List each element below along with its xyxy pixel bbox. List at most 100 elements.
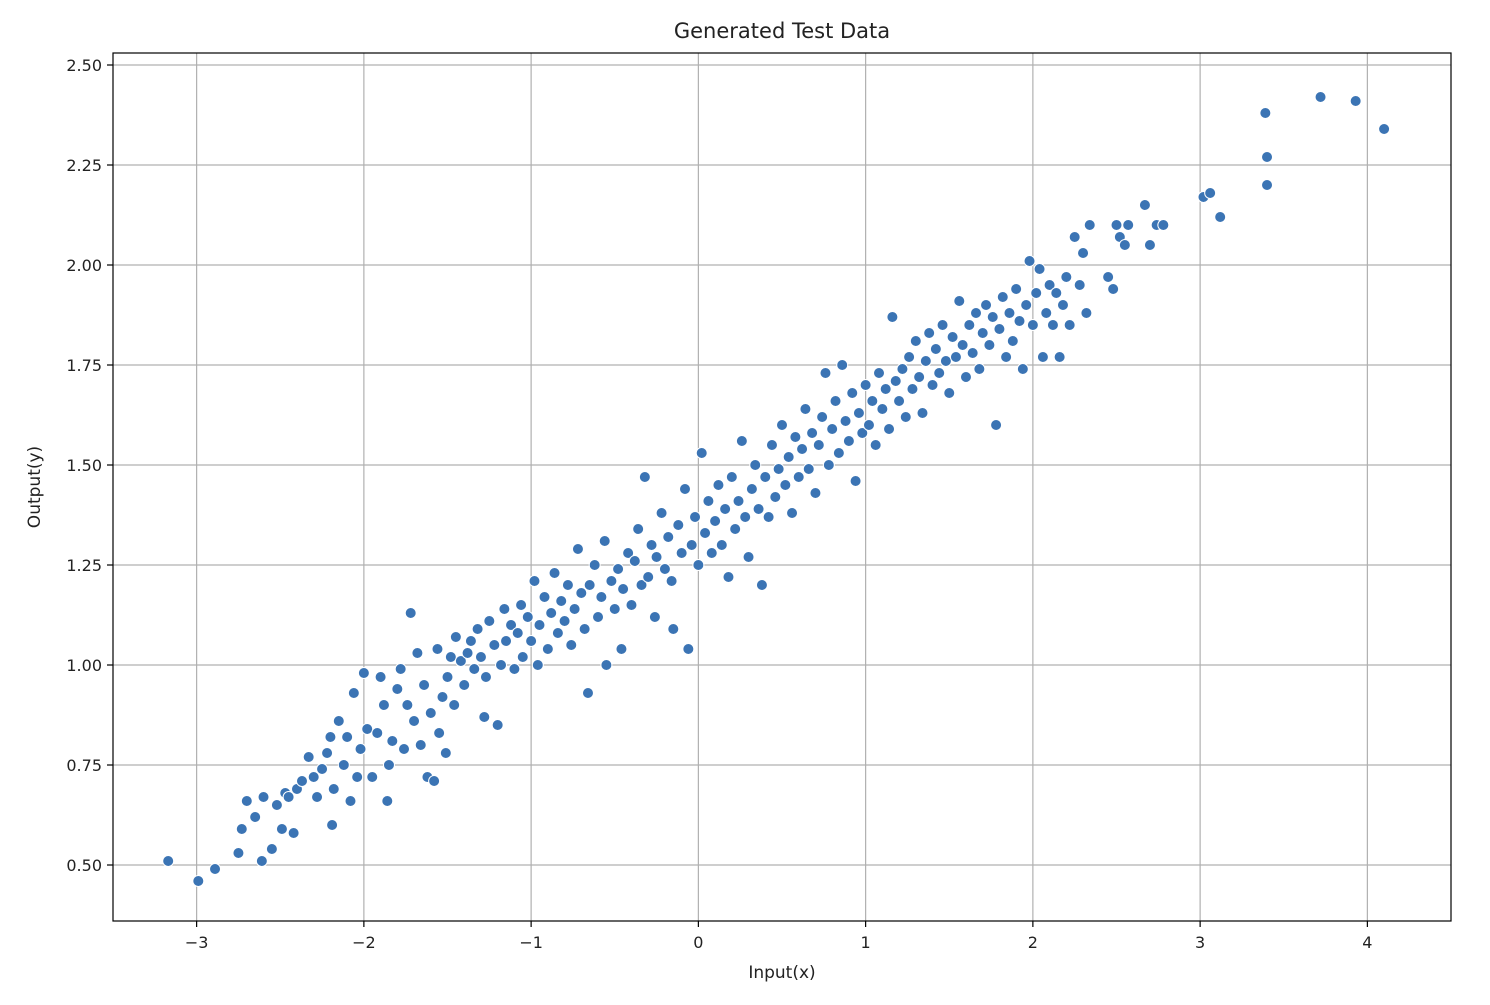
- scatter-point: [806, 427, 819, 439]
- scatter-point: [896, 363, 909, 375]
- scatter-point: [408, 715, 421, 727]
- y-tick-label: 1.50: [66, 456, 102, 475]
- scatter-point: [829, 395, 842, 407]
- scatter-point: [521, 611, 534, 623]
- scatter-point: [275, 823, 288, 835]
- scatter-point: [1056, 299, 1069, 311]
- x-tick-label: 3: [1195, 933, 1205, 952]
- y-tick-label: 2.25: [66, 156, 102, 175]
- scatter-point: [1060, 271, 1073, 283]
- scatter-point: [361, 723, 374, 735]
- scatter-point: [595, 591, 608, 603]
- scatter-point: [852, 407, 865, 419]
- scatter-point: [371, 727, 384, 739]
- scatter-point: [672, 519, 685, 531]
- scatter-point: [879, 383, 892, 395]
- scatter-point: [1077, 247, 1090, 259]
- scatter-point: [903, 351, 916, 363]
- y-tick-label: 0.50: [66, 856, 102, 875]
- scatter-point: [1378, 123, 1391, 135]
- scatter-point: [779, 479, 792, 491]
- scatter-point: [635, 579, 648, 591]
- y-tick-label: 1.75: [66, 356, 102, 375]
- scatter-point: [444, 651, 457, 663]
- scatter-point: [862, 419, 875, 431]
- scatter-point: [909, 335, 922, 347]
- scatter-point: [876, 403, 889, 415]
- scatter-point: [826, 423, 839, 435]
- scatter-point: [722, 571, 735, 583]
- scatter-point: [478, 711, 491, 723]
- x-axis-label: Input(x): [748, 963, 815, 983]
- scatter-point: [232, 847, 245, 859]
- scatter-point: [326, 819, 339, 831]
- x-tick-label: 4: [1362, 933, 1372, 952]
- scatter-point: [381, 795, 394, 807]
- scatter-point: [500, 635, 513, 647]
- scatter-point: [1000, 351, 1013, 363]
- scatter-point: [295, 775, 308, 787]
- scatter-point: [436, 691, 449, 703]
- scatter-point: [1040, 307, 1053, 319]
- y-tick-label: 1.00: [66, 656, 102, 675]
- scatter-point: [869, 439, 882, 451]
- scatter-point: [702, 495, 715, 507]
- scatter-point: [528, 575, 541, 587]
- scatter-point: [1314, 91, 1327, 103]
- scatter-point: [946, 331, 959, 343]
- scatter-point: [849, 475, 862, 487]
- scatter-point: [792, 471, 805, 483]
- scatter-point: [568, 603, 581, 615]
- scatter-point: [561, 579, 574, 591]
- scatter-point: [846, 387, 859, 399]
- scatter-point: [617, 583, 630, 595]
- scatter-point: [531, 659, 544, 671]
- x-tick-label: −2: [352, 933, 376, 952]
- scatter-point: [675, 547, 688, 559]
- scatter-point: [404, 607, 417, 619]
- x-axis-ticks: −3 −2 −1 0 1 2 3 4: [185, 921, 1372, 952]
- scatter-point: [1107, 283, 1120, 295]
- y-tick-label: 0.75: [66, 756, 102, 775]
- scatter-point: [441, 671, 454, 683]
- scatter-point: [638, 471, 651, 483]
- scatter-point: [302, 751, 315, 763]
- scatter-point: [719, 503, 732, 515]
- scatter-point: [508, 663, 521, 675]
- scatter-point: [956, 339, 969, 351]
- scatter-point: [1102, 271, 1115, 283]
- scatter-point: [745, 483, 758, 495]
- scatter-point: [859, 379, 872, 391]
- scatter-point: [351, 771, 364, 783]
- scatter-point: [1043, 279, 1056, 291]
- scatter-point: [401, 699, 414, 711]
- scatter-point: [192, 875, 205, 887]
- scatter-point: [287, 827, 300, 839]
- scatter-point: [906, 383, 919, 395]
- scatter-point: [240, 795, 253, 807]
- scatter-point: [464, 635, 477, 647]
- scatter-point: [592, 611, 605, 623]
- scatter-point: [471, 623, 484, 635]
- scatter-point: [1073, 279, 1086, 291]
- scatter-point: [1083, 219, 1096, 231]
- scatter-point: [398, 743, 411, 755]
- scatter-point: [725, 471, 738, 483]
- scatter-point: [772, 463, 785, 475]
- scatter-point: [1068, 231, 1081, 243]
- scatter-point: [856, 427, 869, 439]
- scatter-point: [424, 707, 437, 719]
- scatter-point: [622, 547, 635, 559]
- scatter-point: [1118, 239, 1131, 251]
- scatter-point: [832, 447, 845, 459]
- scatter-point: [431, 643, 444, 655]
- scatter-point: [802, 463, 815, 475]
- scatter-point: [541, 643, 554, 655]
- scatter-point: [678, 483, 691, 495]
- scatter-point: [498, 603, 511, 615]
- scatter-point: [411, 647, 424, 659]
- scatter-point: [316, 763, 329, 775]
- scatter-point: [337, 759, 350, 771]
- scatter-point: [433, 727, 446, 739]
- chart-title: Generated Test Data: [674, 19, 890, 43]
